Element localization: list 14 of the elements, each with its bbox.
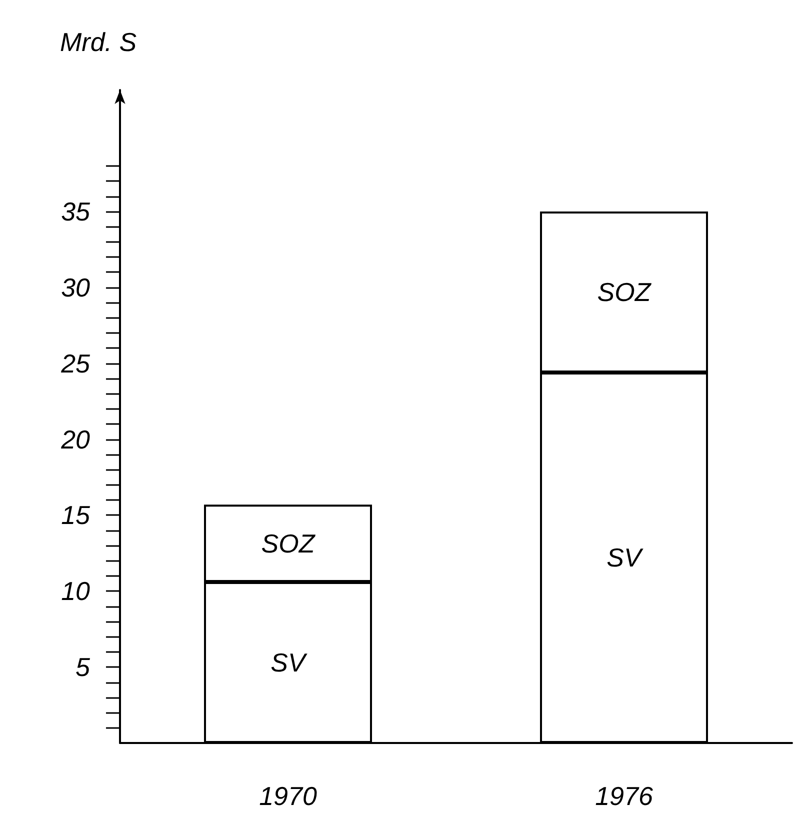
series-label: SV [270,648,308,678]
y-tick-label: 35 [61,196,91,226]
text: SV [606,542,642,573]
y-tick-label: 30 [61,272,91,302]
y-tick-label: 10 [61,576,91,606]
text: SOZ [597,276,651,307]
x-tick-label: 1976 [595,781,654,811]
x-tick-label: 1970 [259,781,318,811]
series-label: SOZ [261,528,316,558]
y-tick-label: 15 [61,500,91,530]
y-axis-title: Mrd. S [60,27,138,57]
y-tick-label: 5 [76,652,91,682]
y-tick-label: 25 [60,348,91,378]
y-tick-label: 20 [60,424,91,454]
